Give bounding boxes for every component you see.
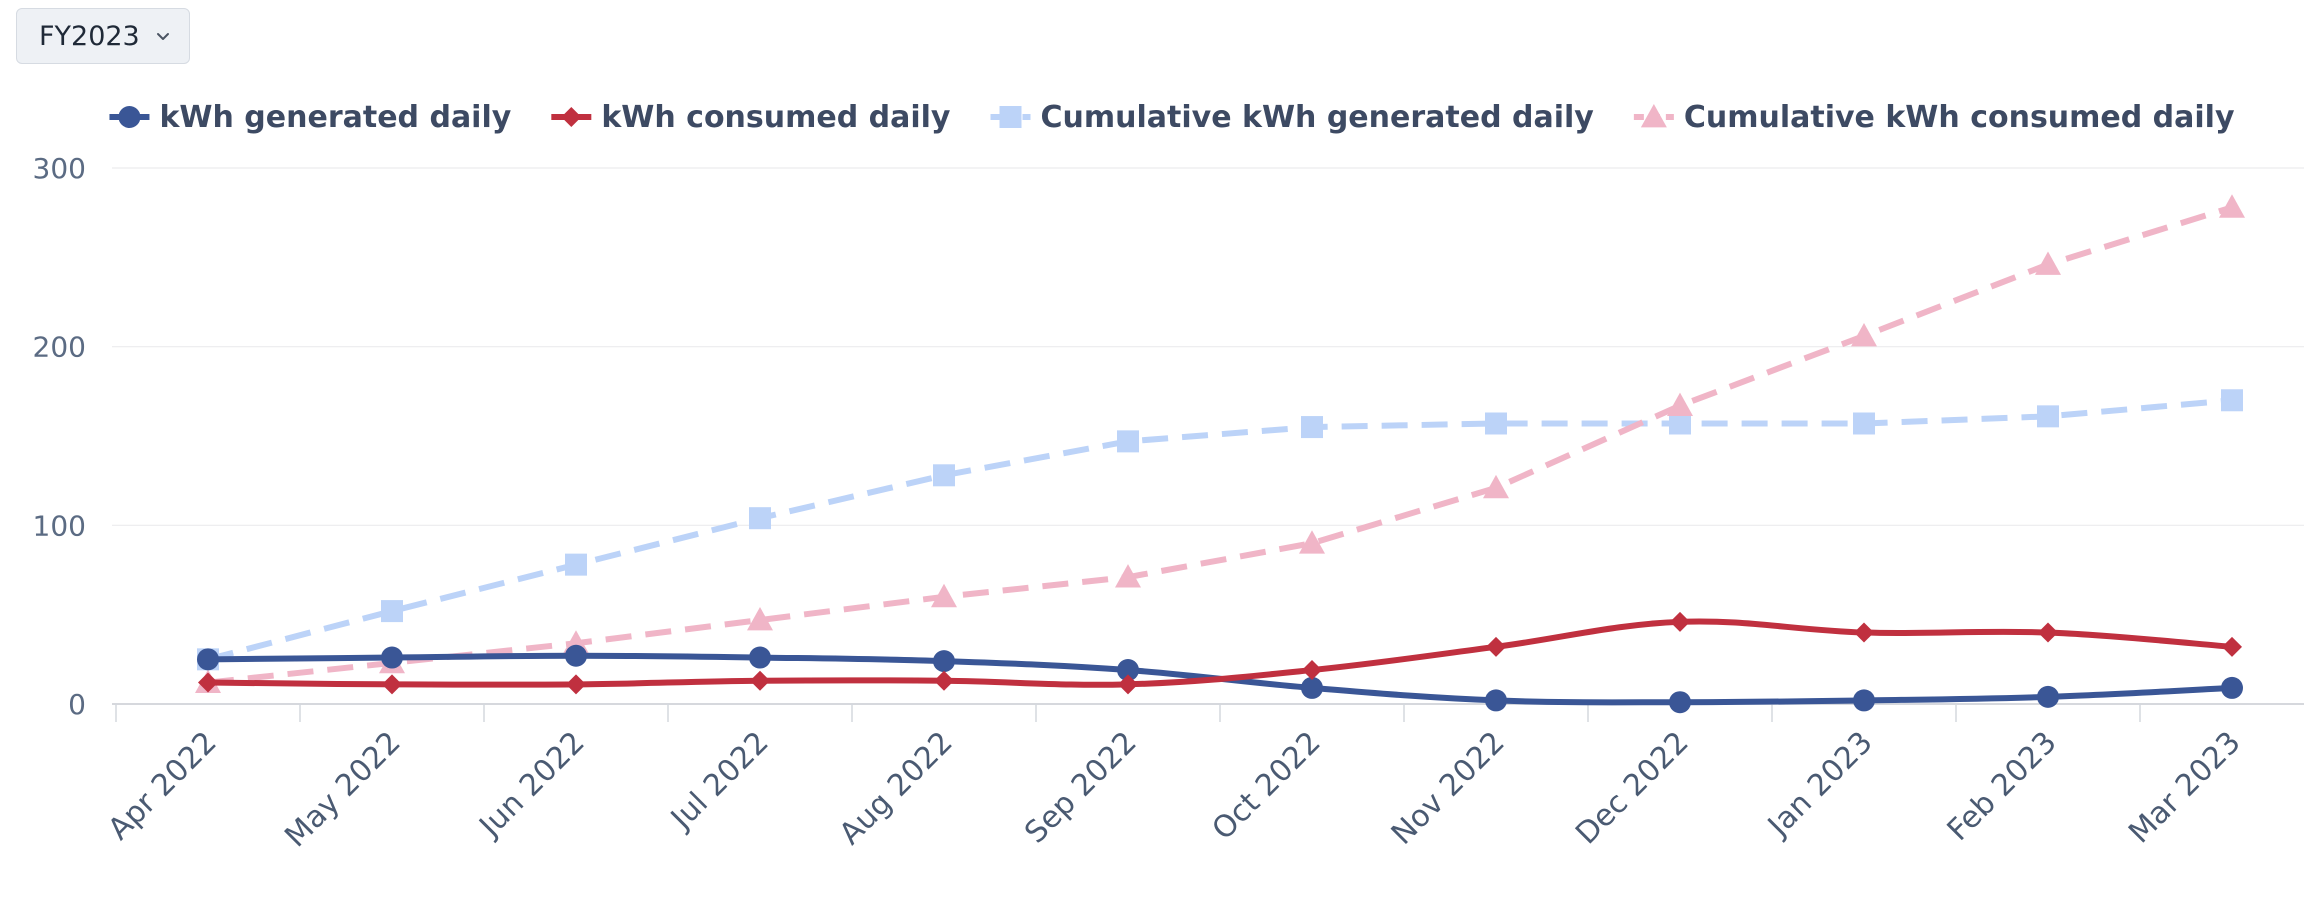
x-tick-label: Sep 2022 [1018,725,1143,850]
data-point[interactable] [1667,392,1693,417]
data-point[interactable] [1853,689,1875,712]
legend-marker [561,107,582,127]
series-line [207,397,2233,663]
legend-item[interactable]: Cumulative kWh generated daily [990,100,1595,135]
legend-marker [118,106,141,128]
chart-legend: kWh generated daily kWh consumed daily Cum… [109,100,2235,135]
data-point[interactable] [565,553,587,576]
grid-layer [112,167,2304,705]
data-point[interactable] [749,646,771,669]
data-point[interactable] [1485,689,1507,712]
data-point[interactable] [2222,636,2242,657]
period-select-value: FY2023 [39,20,140,52]
series-1 [198,611,2242,695]
data-point[interactable] [1299,530,1325,554]
data-point[interactable] [1853,412,1875,435]
x-tick-label: Jan 2023 [1760,725,1880,845]
data-point[interactable] [1669,691,1691,714]
series-3 [195,194,2245,693]
data-point[interactable] [382,674,402,695]
y-tick-label: 300 [33,152,86,185]
series-2 [197,389,2243,671]
legend-item[interactable]: kWh consumed daily [551,100,951,135]
legend-label: kWh generated daily [159,100,511,135]
data-point[interactable] [1115,564,1141,588]
data-point[interactable] [1670,611,1690,632]
data-point[interactable] [747,607,773,631]
data-point[interactable] [2037,405,2059,428]
data-point[interactable] [565,644,587,667]
legend-label: Cumulative kWh consumed daily [1684,100,2235,135]
data-point[interactable] [2219,194,2245,218]
data-point[interactable] [1301,676,1323,699]
legend-label: kWh consumed daily [601,100,951,135]
series-line [207,204,2233,686]
data-point[interactable] [750,670,770,691]
data-point[interactable] [381,646,403,669]
data-point[interactable] [566,674,586,695]
legend-marker [1640,104,1667,128]
y-tick-label: 100 [33,509,86,542]
data-point[interactable] [1483,474,1509,499]
data-point[interactable] [2221,676,2243,699]
data-point[interactable] [2221,389,2243,412]
data-point[interactable] [197,648,219,671]
data-point[interactable] [1117,430,1139,453]
x-tick-label: Jul 2022 [663,725,775,837]
legend-label: Cumulative kWh generated daily [1041,100,1595,135]
data-point[interactable] [1301,416,1323,439]
data-point[interactable] [1854,622,1874,643]
legend-item[interactable]: kWh generated daily [109,100,512,135]
data-point[interactable] [933,650,955,673]
data-point[interactable] [381,600,403,623]
data-point[interactable] [1851,322,1877,347]
data-point[interactable] [749,507,771,530]
x-tick-label: Aug 2022 [833,725,960,852]
data-point[interactable] [198,672,218,693]
data-point[interactable] [1669,412,1691,435]
x-tick-label: Oct 2022 [1205,725,1327,847]
x-tick-label: Mar 2023 [2122,725,2248,851]
data-point[interactable] [1118,674,1138,695]
data-point[interactable] [1302,660,1322,681]
x-tick-label: Apr 2022 [101,725,223,847]
period-select[interactable]: FY2023 [16,8,190,64]
axis-layer: 0 100 200 300 Apr 2022 May 2022 Jun 2022 Jul 20… [33,152,2248,854]
data-point[interactable] [2038,622,2058,643]
x-tick-label: Jun 2022 [472,725,592,845]
data-point[interactable] [933,464,955,487]
data-point[interactable] [1117,659,1139,682]
x-tick-label: Nov 2022 [1385,725,1512,852]
y-tick-label: 0 [68,688,86,721]
legend-marker [999,106,1022,128]
series-line [207,618,2233,688]
legend-item[interactable]: Cumulative kWh consumed daily [1633,100,2235,135]
chevron-down-icon [156,33,169,40]
y-tick-label: 200 [33,331,86,364]
series-layer [195,194,2245,714]
data-point[interactable] [1485,412,1507,435]
x-tick-label: Dec 2022 [1569,725,1696,852]
x-tick-label: Feb 2023 [1941,725,2064,848]
data-point[interactable] [1486,636,1506,657]
x-tick-label: May 2022 [278,725,407,854]
data-point[interactable] [931,583,957,608]
data-point[interactable] [2037,685,2059,708]
data-point[interactable] [934,670,954,691]
data-point[interactable] [2035,251,2061,275]
